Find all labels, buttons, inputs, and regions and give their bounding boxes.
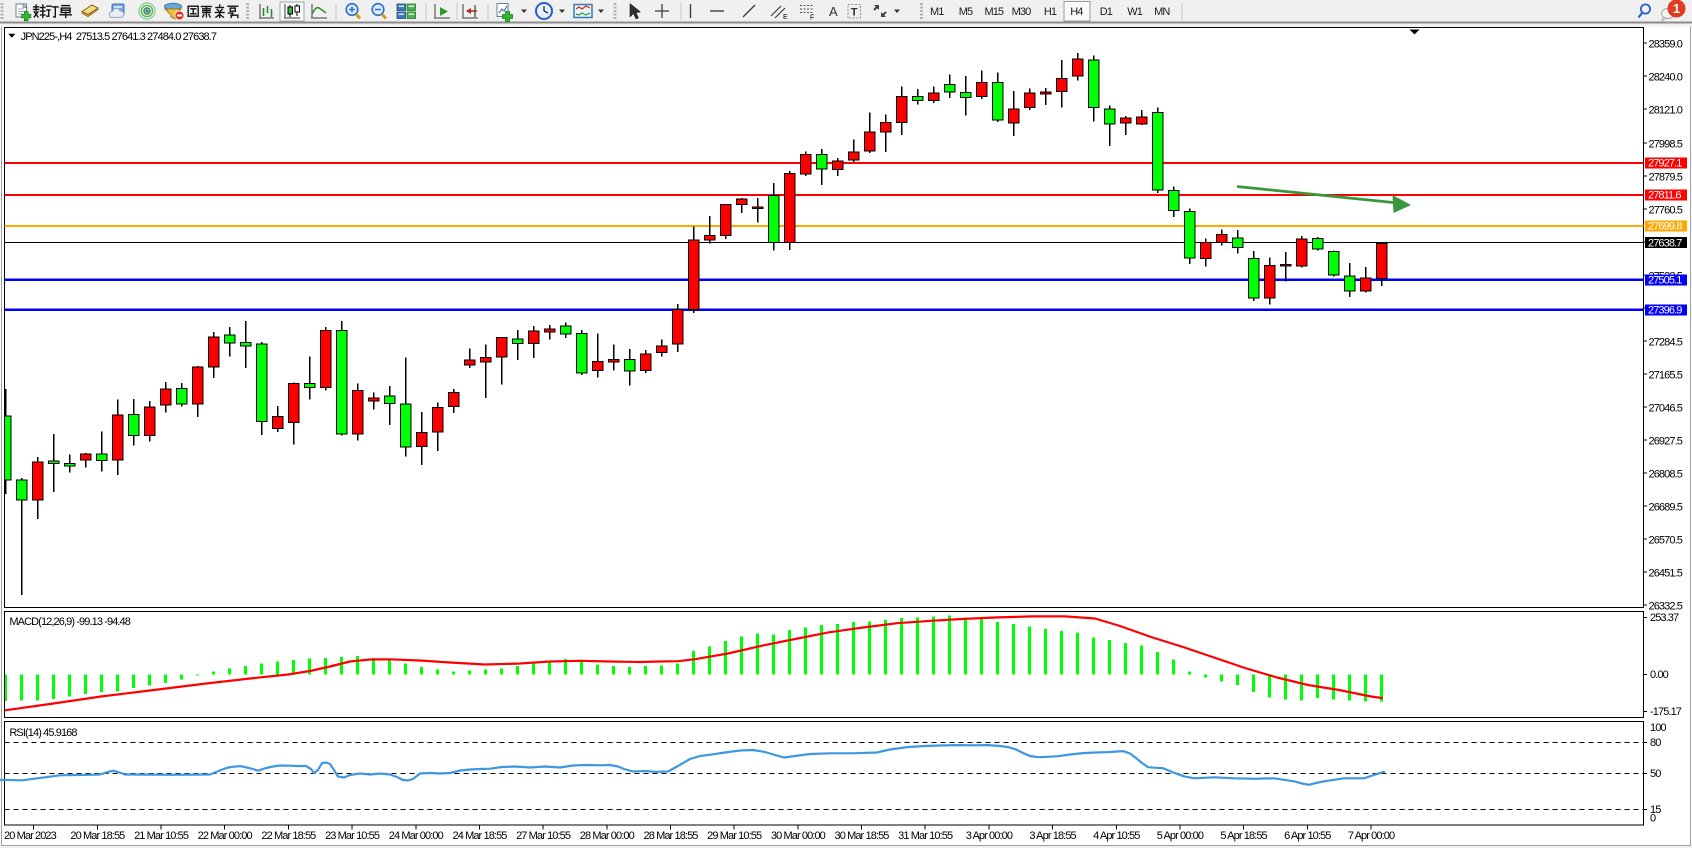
svg-text:7 Apr 00:00: 7 Apr 00:00 — [1348, 830, 1395, 842]
svg-text:26808.5: 26808.5 — [1649, 469, 1683, 481]
svg-text:T: T — [851, 7, 858, 19]
svg-text:20 Mar 2023: 20 Mar 2023 — [4, 830, 57, 842]
svg-text:21 Mar 10:55: 21 Mar 10:55 — [134, 830, 189, 842]
svg-text:100: 100 — [1650, 722, 1666, 734]
svg-text:27927.1: 27927.1 — [1648, 158, 1682, 170]
svg-text:50: 50 — [1650, 768, 1661, 780]
svg-text:A: A — [829, 4, 838, 19]
svg-text:22 Mar 18:55: 22 Mar 18:55 — [261, 830, 316, 842]
svg-text:26451.5: 26451.5 — [1649, 567, 1683, 579]
svg-text:24 Mar 18:55: 24 Mar 18:55 — [452, 830, 507, 842]
svg-text:253.37: 253.37 — [1650, 612, 1679, 624]
svg-text:6 Apr 10:55: 6 Apr 10:55 — [1284, 830, 1331, 842]
svg-text:W1: W1 — [1127, 6, 1142, 18]
svg-text:JPN225-,H4 27513.5 27641.3 27: JPN225-,H4 27513.5 27641.3 27484.0 27638… — [21, 31, 217, 43]
svg-text:27396.9: 27396.9 — [1648, 305, 1682, 317]
svg-text:MACD(12,26,9) -99.13 -94.48: MACD(12,26,9) -99.13 -94.48 — [9, 616, 130, 628]
svg-text:28240.0: 28240.0 — [1649, 72, 1683, 84]
svg-text:4 Apr 10:55: 4 Apr 10:55 — [1093, 830, 1140, 842]
svg-text:D1: D1 — [1100, 6, 1113, 18]
svg-text:30 Mar 18:55: 30 Mar 18:55 — [834, 830, 889, 842]
svg-text:26689.5: 26689.5 — [1649, 501, 1683, 513]
svg-text:28 Mar 18:55: 28 Mar 18:55 — [643, 830, 698, 842]
svg-text:5 Apr 18:55: 5 Apr 18:55 — [1220, 830, 1267, 842]
svg-text:27879.5: 27879.5 — [1649, 172, 1683, 184]
svg-text:27284.5: 27284.5 — [1649, 337, 1683, 349]
svg-text:M15: M15 — [984, 6, 1003, 18]
svg-text:28121.0: 28121.0 — [1649, 105, 1683, 117]
svg-text:24 Mar 00:00: 24 Mar 00:00 — [389, 830, 444, 842]
svg-text:28359.0: 28359.0 — [1649, 39, 1683, 51]
svg-text:-175.17: -175.17 — [1650, 706, 1682, 718]
svg-text:M1: M1 — [930, 6, 944, 18]
svg-text:26570.5: 26570.5 — [1649, 534, 1683, 546]
svg-text:26927.5: 26927.5 — [1649, 436, 1683, 448]
svg-text:27165.5: 27165.5 — [1649, 370, 1683, 382]
svg-text:15: 15 — [1650, 804, 1661, 816]
svg-text:M5: M5 — [959, 6, 973, 18]
svg-text:H4: H4 — [1070, 6, 1083, 18]
svg-text:80: 80 — [1650, 737, 1661, 749]
svg-text:27046.5: 27046.5 — [1649, 403, 1683, 415]
svg-text:0: 0 — [1650, 813, 1656, 825]
svg-text:20 Mar 18:55: 20 Mar 18:55 — [70, 830, 125, 842]
svg-text:E: E — [783, 14, 788, 21]
svg-text:3 Apr 18:55: 3 Apr 18:55 — [1029, 830, 1076, 842]
svg-text:H1: H1 — [1044, 6, 1057, 18]
svg-text:27760.5: 27760.5 — [1649, 205, 1683, 217]
svg-text:23 Mar 10:55: 23 Mar 10:55 — [325, 830, 380, 842]
svg-text:22 Mar 00:00: 22 Mar 00:00 — [198, 830, 253, 842]
svg-text:27699.8: 27699.8 — [1648, 221, 1682, 233]
svg-text:RSI(14) 45.9168: RSI(14) 45.9168 — [9, 727, 77, 739]
svg-text:28 Mar 00:00: 28 Mar 00:00 — [580, 830, 635, 842]
svg-text:27998.5: 27998.5 — [1649, 139, 1683, 151]
svg-text:5 Apr 00:00: 5 Apr 00:00 — [1157, 830, 1204, 842]
svg-text:27 Mar 10:55: 27 Mar 10:55 — [516, 830, 571, 842]
svg-text:3 Apr 00:00: 3 Apr 00:00 — [966, 830, 1013, 842]
svg-text:29 Mar 10:55: 29 Mar 10:55 — [707, 830, 762, 842]
svg-text:F: F — [810, 15, 814, 22]
svg-text:27811.6: 27811.6 — [1648, 190, 1681, 202]
svg-text:31 Mar 10:55: 31 Mar 10:55 — [898, 830, 953, 842]
svg-text:27638.7: 27638.7 — [1648, 237, 1682, 249]
svg-text:0.00: 0.00 — [1650, 669, 1669, 681]
svg-text:M30: M30 — [1012, 6, 1031, 18]
svg-text:27505.1: 27505.1 — [1648, 275, 1682, 287]
svg-text:26332.5: 26332.5 — [1649, 600, 1683, 612]
svg-text:30 Mar 00:00: 30 Mar 00:00 — [771, 830, 826, 842]
svg-text:MN: MN — [1154, 6, 1170, 18]
svg-text:1: 1 — [1673, 1, 1680, 16]
